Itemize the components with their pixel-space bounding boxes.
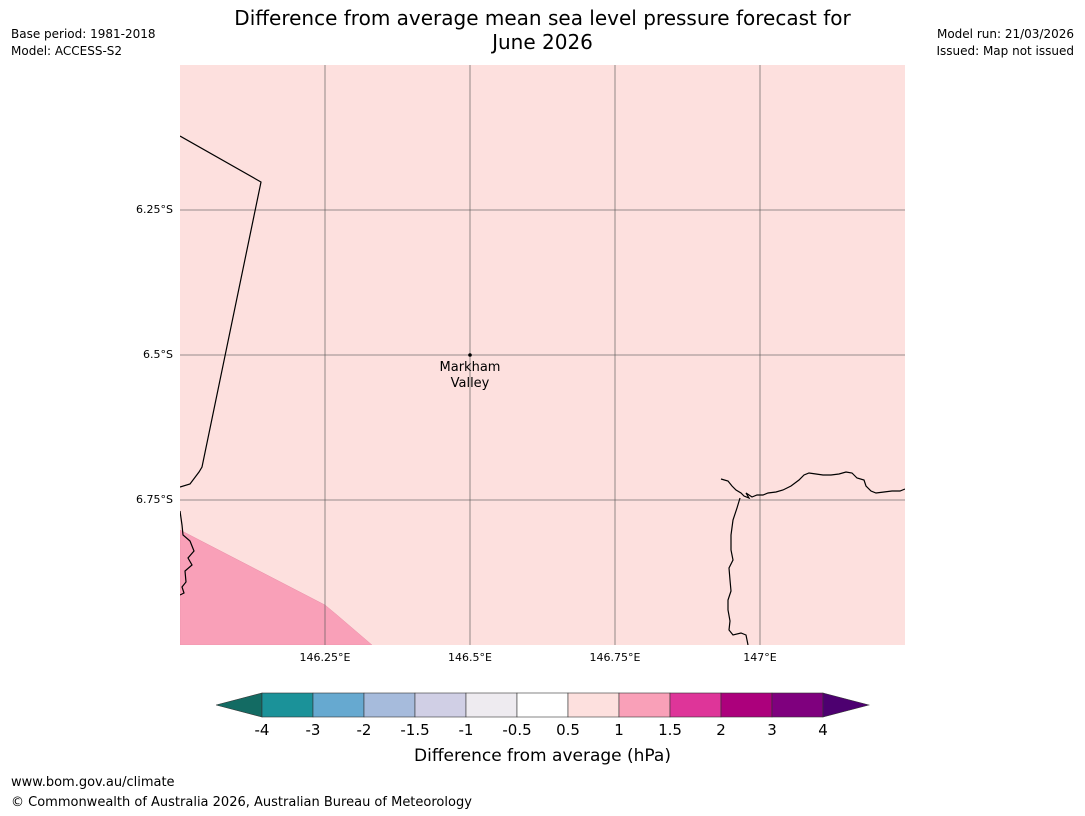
place-name-line2: Valley (450, 376, 490, 391)
map-panel[interactable] (180, 65, 905, 645)
footer-copyright: © Commonwealth of Australia 2026, Austra… (11, 795, 472, 810)
map-title-line1: Difference from average mean sea level p… (234, 6, 851, 30)
colorbar-bin-7 (567, 692, 620, 718)
lon-label-146.75: 146.75°E (589, 651, 641, 664)
colorbar-tick: -0.5 (502, 721, 532, 739)
colorbar-tick: 0.5 (556, 721, 580, 739)
anomaly-region-1-1.5 (180, 529, 373, 645)
header-left: Base period: 1981-2018 Model: ACCESS-S2 (11, 26, 156, 60)
colorbar-bin-10 (720, 692, 773, 718)
colorbar-tick: 3 (767, 721, 777, 739)
graticule (180, 65, 905, 645)
place-name-line1: Markham (439, 360, 501, 375)
west-coastline (180, 510, 195, 596)
colorbar-tick: 2 (716, 721, 726, 739)
huon-gulf-coastline (720, 471, 905, 500)
header-right: Model run: 21/03/2026 Issued: Map not is… (936, 26, 1074, 60)
province-boundary-line (180, 135, 262, 488)
issued-text: Issued: Map not issued (936, 44, 1074, 58)
colorbar-bin-5 (465, 692, 518, 718)
colorbar-tick: 4 (818, 721, 828, 739)
lon-label-146.5: 146.5°E (448, 651, 492, 664)
colorbar-tick: 1.5 (658, 721, 682, 739)
base-period-text: Base period: 1981-2018 (11, 27, 156, 41)
colorbar-label: Difference from average (hPa) (414, 746, 671, 766)
lon-label-147: 147°E (743, 651, 777, 664)
markham-valley-marker (468, 353, 472, 357)
model-text: Model: ACCESS-S2 (11, 44, 123, 58)
colorbar-tick: -1 (458, 721, 474, 739)
colorbar-extend-low (216, 692, 263, 718)
colorbar-bin-8 (618, 692, 671, 718)
footer-url-link[interactable]: www.bom.gov.au/climate (11, 775, 175, 790)
map-title-line2: June 2026 (492, 30, 593, 54)
place-label-markham-valley: Markham Valley (440, 360, 501, 392)
colorbar-bin-6 (516, 692, 569, 718)
colorbar-tick: -4 (254, 721, 270, 739)
colorbar-bin-2 (312, 692, 365, 718)
colorbar-bin-4 (414, 692, 467, 718)
lat-label-6.75: 6.75°S (136, 493, 173, 506)
peninsula-coastline (727, 497, 749, 645)
colorbar-tick: -1.5 (400, 721, 430, 739)
colorbar-bin-3 (363, 692, 416, 718)
colorbar-bin-9 (669, 692, 722, 718)
map-title: Difference from average mean sea level p… (180, 6, 905, 54)
lat-label-6.5: 6.5°S (143, 348, 173, 361)
colorbar-tick: 1 (614, 721, 624, 739)
colorbar-extend-high (822, 692, 870, 718)
colorbar-bin-11 (771, 692, 824, 718)
map-canvas (180, 65, 905, 645)
lat-label-6.25: 6.25°S (136, 203, 173, 216)
model-run-text: Model run: 21/03/2026 (936, 27, 1074, 41)
colorbar-tick: -2 (356, 721, 372, 739)
lon-label-146.25: 146.25°E (299, 651, 351, 664)
colorbar-tick: -3 (305, 721, 321, 739)
colorbar-bin-1 (261, 692, 314, 718)
colorbar (216, 692, 870, 718)
